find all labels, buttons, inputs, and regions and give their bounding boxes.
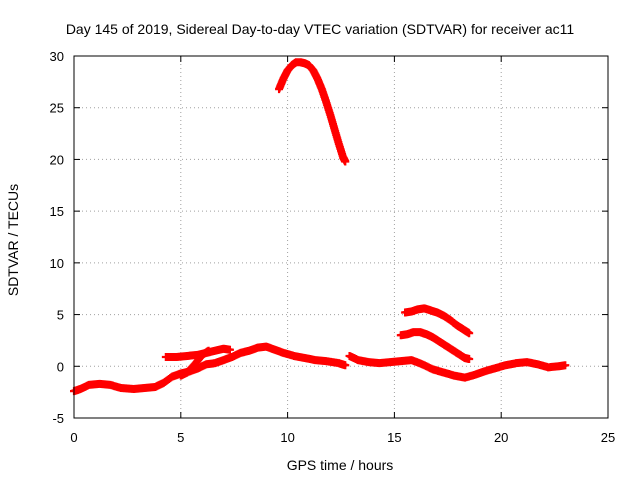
plot-frame xyxy=(73,55,609,419)
y-tick-label: 30 xyxy=(50,49,64,64)
y-tick-label: 25 xyxy=(50,101,64,116)
data-markers xyxy=(275,58,350,166)
series-arc-baseline-late xyxy=(345,351,570,382)
series-arc-mid-right xyxy=(396,328,474,364)
data-markers xyxy=(345,351,570,382)
x-tick-label: 5 xyxy=(177,430,184,445)
x-tick-label: 20 xyxy=(494,430,508,445)
y-tick-label: -5 xyxy=(52,411,64,426)
data-markers xyxy=(176,346,213,380)
y-tick-label: 15 xyxy=(50,204,64,219)
data-markers xyxy=(396,328,474,364)
data-series xyxy=(70,58,570,396)
x-axis-title: GPS time / hours xyxy=(287,457,394,473)
x-tick-label: 15 xyxy=(387,430,401,445)
x-tick-label: 0 xyxy=(70,430,77,445)
axis-ticks: 0 5 10 15 20 25 -5 0 5 10 15 20 25 30 xyxy=(50,49,616,445)
x-tick-label: 10 xyxy=(280,430,294,445)
x-tick-label: 25 xyxy=(601,430,615,445)
y-axis-title: SDTVAR / TECUs xyxy=(5,184,21,296)
series-arc-peak xyxy=(275,58,350,166)
y-tick-label: 0 xyxy=(57,359,64,374)
data-markers xyxy=(401,304,474,338)
y-tick-label: 10 xyxy=(50,256,64,271)
series-arc-short-2 xyxy=(176,346,213,380)
chart-title: Day 145 of 2019, Sidereal Day-to-day VTE… xyxy=(66,21,575,37)
series-arc-upper-right xyxy=(401,304,474,338)
y-tick-label: 20 xyxy=(50,152,64,167)
y-tick-label: 5 xyxy=(57,308,64,323)
